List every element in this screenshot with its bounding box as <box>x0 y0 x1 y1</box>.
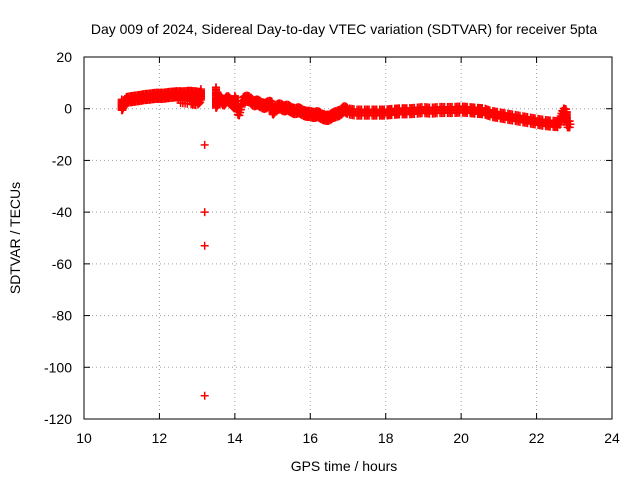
x-tick-label: 16 <box>302 430 318 446</box>
data-point <box>212 103 221 112</box>
data-point <box>566 120 575 129</box>
x-tick-label: 18 <box>378 430 394 446</box>
y-tick-label: -40 <box>52 204 72 220</box>
plot-frame <box>83 56 613 420</box>
y-tick-labels: -120 -100 -80 -60 -40 -20 0 20 <box>44 49 72 427</box>
outlier-point <box>200 140 209 149</box>
y-tick-label: -120 <box>44 411 72 427</box>
x-tick-label: 22 <box>529 430 545 446</box>
y-tick-label: 0 <box>64 101 72 117</box>
y-tick-label: 20 <box>56 49 72 65</box>
x-tick-label: 20 <box>453 430 469 446</box>
y-tick-label: -20 <box>52 152 72 168</box>
chart-title: Day 009 of 2024, Sidereal Day-to-day VTE… <box>91 21 598 37</box>
y-tick-label: -100 <box>44 359 72 375</box>
y-tick-label: -80 <box>52 308 72 324</box>
y-tick-label: -60 <box>52 256 72 272</box>
axis-ticks <box>83 56 613 420</box>
outlier-point <box>200 241 209 250</box>
y-axis-label: SDTVAR / TECUs <box>7 182 23 294</box>
x-tick-labels: 10 12 14 16 18 20 22 24 <box>76 430 620 446</box>
outlier-point <box>200 391 209 400</box>
grid-lines <box>84 57 612 419</box>
data-markers <box>117 83 575 400</box>
outlier-point <box>200 208 209 217</box>
x-tick-label: 12 <box>152 430 168 446</box>
x-axis-label: GPS time / hours <box>291 458 398 474</box>
data-point <box>196 86 205 95</box>
x-tick-label: 10 <box>76 430 92 446</box>
x-tick-label: 14 <box>227 430 243 446</box>
x-tick-label: 24 <box>604 430 620 446</box>
